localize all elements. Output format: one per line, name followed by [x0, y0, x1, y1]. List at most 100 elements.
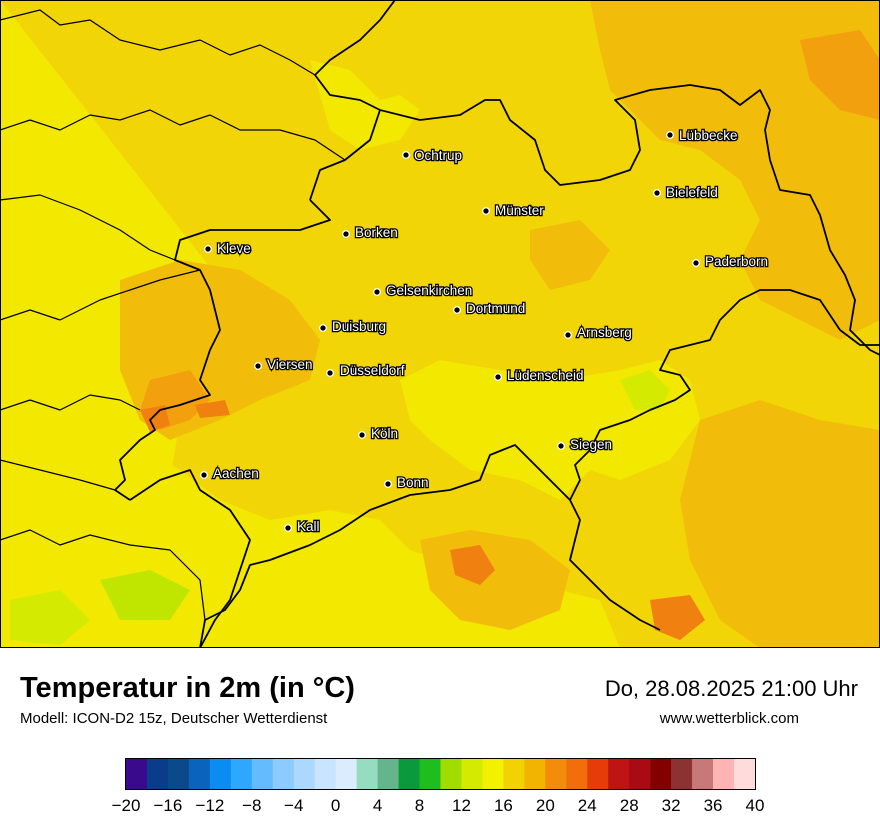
city-marker-dot: [358, 431, 366, 439]
legend-tick-label: 24: [578, 796, 597, 815]
legend-swatch: [272, 759, 295, 789]
legend-swatch: [419, 759, 441, 789]
legend-swatch: [629, 759, 651, 789]
city-borken: Borken: [342, 224, 399, 241]
legend-swatch: [608, 759, 630, 789]
province-border-5: [0, 394, 141, 411]
legend-tick-label: −8: [242, 796, 261, 815]
legend-swatch: [377, 759, 399, 789]
city-label: Lübbecke: [679, 128, 738, 143]
city-marker-dot: [326, 369, 334, 377]
national-border-netherlands: [114, 199, 331, 501]
city-label: Lüdenscheid: [507, 368, 584, 383]
city-koeln: Köln: [358, 425, 399, 442]
legend-tick-label: 12: [452, 796, 471, 815]
national-border-belgium: [129, 469, 251, 649]
temperature-zone-hot-2: [800, 30, 880, 120]
city-label: Kleve: [217, 241, 251, 256]
legend-ticks: −20 −16 −12 −8 −4 0 4 8 12 16 20 24 28 32 36 40: [112, 796, 765, 815]
state-border-south: [199, 444, 571, 649]
city-aachen: Aachen: [200, 465, 260, 482]
legend-tick-label: 0: [331, 796, 340, 815]
legend-swatch: [566, 759, 588, 789]
color-scale-legend: −20 −16 −12 −8 −4 0 4 8 12 16 20 24 28 32 36 40: [112, 758, 765, 815]
province-border-1: [0, 9, 316, 76]
city-gelsenkirchen: Gelsenkirchen: [373, 282, 474, 299]
province-border-4: [0, 269, 201, 321]
city-marker-dot: [557, 442, 565, 450]
website-link[interactable]: www.wetterblick.com: [659, 710, 799, 727]
legend-tick-label: 40: [746, 796, 765, 815]
city-label: Viersen: [267, 357, 313, 372]
city-label: Aachen: [213, 466, 259, 481]
temperature-zone-mild-north: [310, 60, 420, 150]
city-ochtrup: Ochtrup: [402, 147, 463, 164]
legend-swatch: [230, 759, 253, 789]
city-marker-dot: [453, 306, 461, 314]
province-border-6: [0, 529, 206, 621]
city-label: Düsseldorf: [340, 363, 405, 378]
city-marker-dot: [564, 331, 572, 339]
temperature-zone-cool-1: [620, 370, 670, 410]
legend-tick-label: −20: [112, 796, 141, 815]
city-luedenscheid: Lüdenscheid: [494, 367, 585, 384]
city-dortmund: Dortmund: [453, 300, 527, 317]
temperature-zone-mild: [400, 360, 700, 500]
city-marker-dot: [373, 288, 381, 296]
state-border-east: [569, 289, 880, 631]
city-marker-dot: [384, 480, 392, 488]
city-marker-dot: [284, 524, 292, 532]
legend-tick-label: 36: [704, 796, 723, 815]
legend-swatch: [482, 759, 504, 789]
city-marker-dot: [200, 471, 208, 479]
city-marker-dot: [653, 189, 661, 197]
legend-tick-label: −16: [154, 796, 183, 815]
city-label: Bonn: [397, 475, 429, 490]
city-duisburg: Duisburg: [319, 318, 387, 335]
legend-swatch: [209, 759, 232, 789]
city-kleve: Kleve: [204, 240, 252, 257]
legend-swatch: [398, 759, 420, 789]
city-bielefeld: Bielefeld: [653, 184, 719, 201]
temperature-zone-mild-eifel: [0, 440, 420, 648]
temperature-zone-warmer-muenster: [530, 220, 610, 290]
legend-swatch: [671, 759, 693, 789]
city-label: Gelsenkirchen: [386, 283, 472, 298]
legend-tick-label: 16: [494, 796, 513, 815]
city-marker-dot: [342, 230, 350, 238]
valid-time: Do, 28.08.2025 21:00 Uhr: [604, 676, 858, 701]
legend-tick-label: 8: [415, 796, 424, 815]
temperature-zone-warm: [0, 0, 880, 648]
legend-swatch: [146, 759, 169, 789]
city-label: Kall: [297, 519, 320, 534]
city-label: Münster: [495, 203, 544, 218]
city-marker-dot: [482, 207, 490, 215]
city-marker-dot: [204, 245, 212, 253]
city-arnsberg: Arnsberg: [564, 324, 633, 341]
city-label: Dortmund: [466, 301, 525, 316]
legend-swatch: [692, 759, 714, 789]
city-siegen: Siegen: [557, 436, 613, 453]
legend-swatch: [251, 759, 274, 789]
legend-swatch: [293, 759, 315, 789]
legend-swatches: [126, 759, 756, 789]
legend-swatch: [126, 759, 148, 789]
map-title: Temperatur in 2m (in °C): [20, 672, 355, 704]
border-lines: [0, 0, 880, 649]
legend-frame: [125, 758, 756, 790]
national-border-luxembourg: [0, 459, 116, 491]
legend-swatch: [545, 759, 567, 789]
city-paderborn: Paderborn: [692, 253, 769, 270]
province-border-2: [0, 109, 346, 161]
legend-swatch: [650, 759, 672, 789]
legend-tick-label: −4: [284, 796, 303, 815]
temperature-zone-warmer-east: [590, 0, 880, 340]
legend-swatch: [461, 759, 483, 789]
legend-swatch: [335, 759, 357, 789]
legend-swatch: [167, 759, 190, 789]
city-label: Ochtrup: [414, 148, 462, 163]
city-label: Arnsberg: [577, 325, 632, 340]
city-label: Köln: [371, 426, 398, 441]
city-viersen: Viersen: [254, 356, 314, 373]
temperature-zone-warmer-southeast: [680, 400, 880, 648]
